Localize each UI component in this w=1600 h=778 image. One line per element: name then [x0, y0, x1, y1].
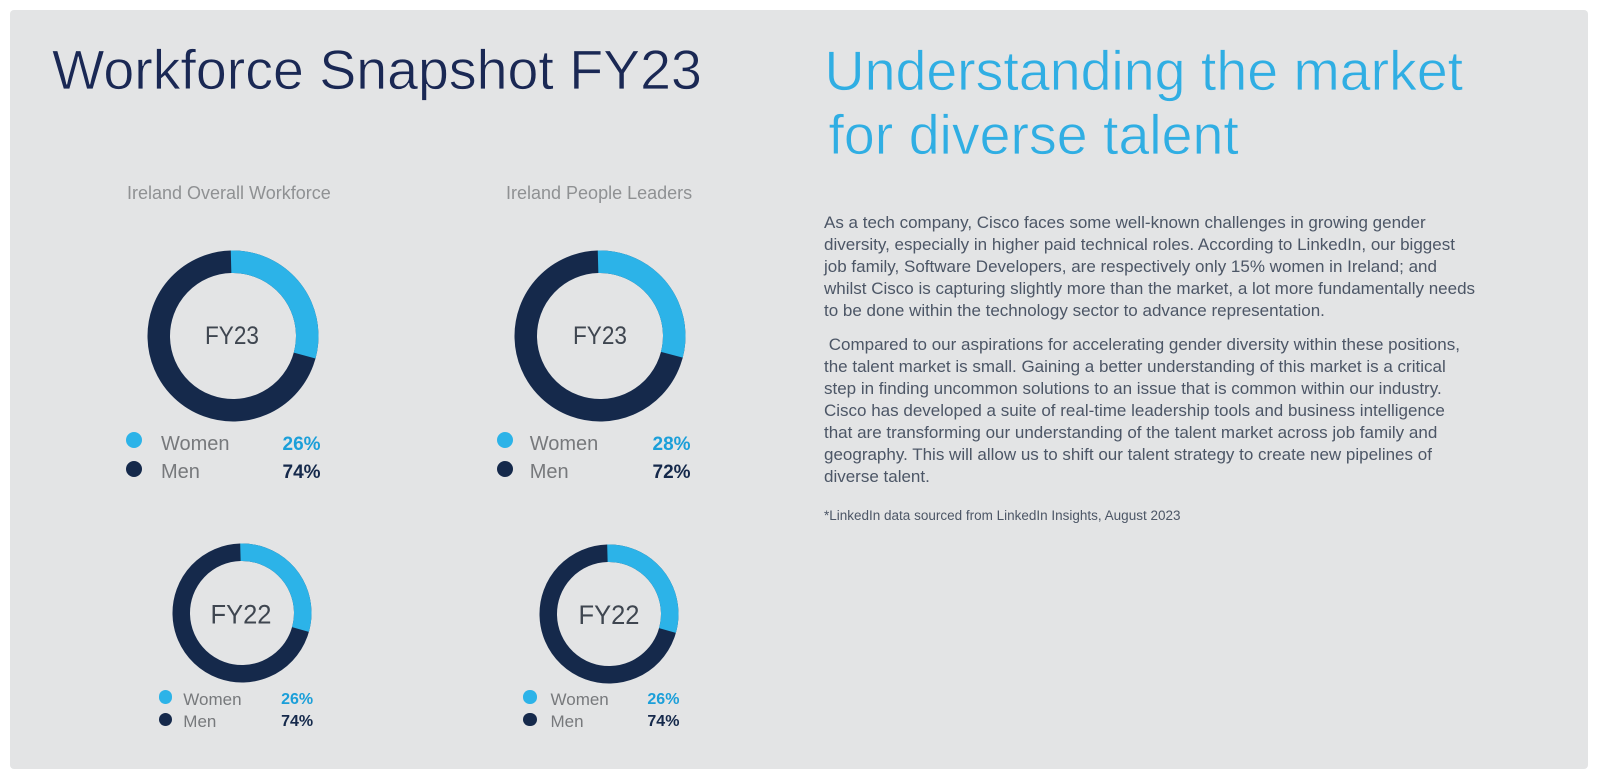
svg-text:FY22: FY22 [211, 600, 272, 630]
svg-text:FY22: FY22 [578, 600, 639, 630]
svg-text:FY23: FY23 [205, 322, 259, 350]
svg-text:FY23: FY23 [573, 322, 627, 350]
